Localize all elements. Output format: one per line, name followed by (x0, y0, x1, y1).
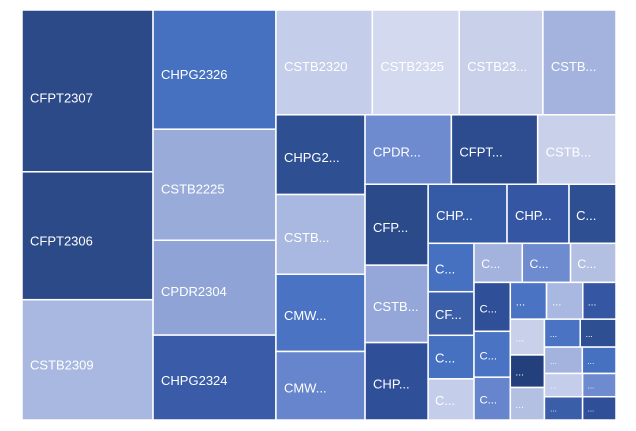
tile-label: CSTB2325 (380, 59, 444, 74)
tile-label: CMW... (284, 381, 327, 396)
tile (542, 9, 617, 116)
tile (582, 281, 617, 320)
tile-label: CSTB... (373, 299, 419, 314)
tile (458, 9, 544, 116)
tile (568, 183, 617, 245)
tile-label: ... (515, 400, 523, 411)
tile-label: CHPG2324 (161, 373, 227, 388)
tile-label: C... (530, 257, 549, 271)
tile-label: CPDR... (373, 144, 421, 159)
tile (152, 239, 277, 336)
tile (473, 376, 512, 421)
tile-label: CHP... (515, 208, 552, 223)
tile-label: ... (550, 405, 557, 414)
tile (275, 114, 366, 196)
tile-label: CSTB... (546, 144, 592, 159)
tile-label: C... (435, 393, 455, 408)
tile (581, 395, 617, 421)
tile-label: C... (479, 395, 497, 407)
tile-label: C... (576, 208, 596, 223)
tile-label: CF... (435, 307, 462, 322)
tile-label: ... (588, 381, 595, 390)
tile-label: CFPT2306 (30, 234, 93, 249)
tile (364, 341, 429, 421)
tile (364, 264, 429, 344)
tile (21, 171, 154, 301)
tile (536, 114, 617, 185)
tile-label: ... (550, 329, 557, 339)
tile (450, 114, 539, 185)
tile-label: C... (481, 257, 500, 271)
tile-label: CSTB... (284, 230, 330, 245)
tile-label: ... (588, 405, 595, 414)
tile-label: ... (515, 333, 524, 345)
tile-label: ... (550, 357, 557, 366)
tile (427, 334, 475, 380)
tile-label: ... (586, 329, 593, 339)
tile-label: C... (577, 257, 596, 271)
tile-label: CSTB... (551, 59, 597, 74)
tile-label: C... (435, 261, 455, 276)
tile-label: C... (479, 351, 497, 363)
tile-label: ... (587, 357, 594, 366)
tile (506, 183, 570, 245)
tile (427, 183, 508, 245)
tile (364, 114, 453, 185)
tile (275, 9, 374, 116)
tile-label: CSTB2320 (284, 59, 348, 74)
tile (509, 386, 546, 421)
tile (427, 378, 475, 421)
tile-label: CHP... (436, 208, 473, 223)
tile (275, 273, 366, 353)
tile-label: CFP... (373, 220, 408, 235)
tile (152, 9, 277, 130)
tile (473, 242, 524, 284)
tile-label: CFPT2307 (30, 90, 93, 105)
tile (21, 298, 154, 421)
tile (569, 242, 617, 284)
tile (364, 183, 429, 266)
tile-label: C... (435, 351, 455, 366)
tile-label: CMW... (284, 308, 327, 323)
tile-label: CPDR2304 (161, 284, 227, 299)
tile-label: ... (515, 368, 523, 379)
tile-label: CSTB2309 (30, 357, 94, 372)
tile-label: CHPG2326 (161, 67, 227, 82)
tile-label: CHPG2... (284, 150, 340, 165)
tile-label: CSTB23... (467, 59, 527, 74)
tile-label: ... (550, 381, 557, 390)
tile-label: C... (479, 303, 497, 315)
tile (545, 281, 584, 320)
tile-label: CSTB2225 (161, 182, 225, 197)
tile-label: ... (516, 297, 525, 309)
tile-label: CHP... (373, 377, 410, 392)
tile (152, 334, 277, 421)
tile-label: ... (588, 297, 597, 308)
tile-label: ... (552, 297, 561, 309)
tile-label: CFPT... (459, 144, 502, 159)
tile (21, 9, 154, 173)
tile (152, 128, 277, 242)
